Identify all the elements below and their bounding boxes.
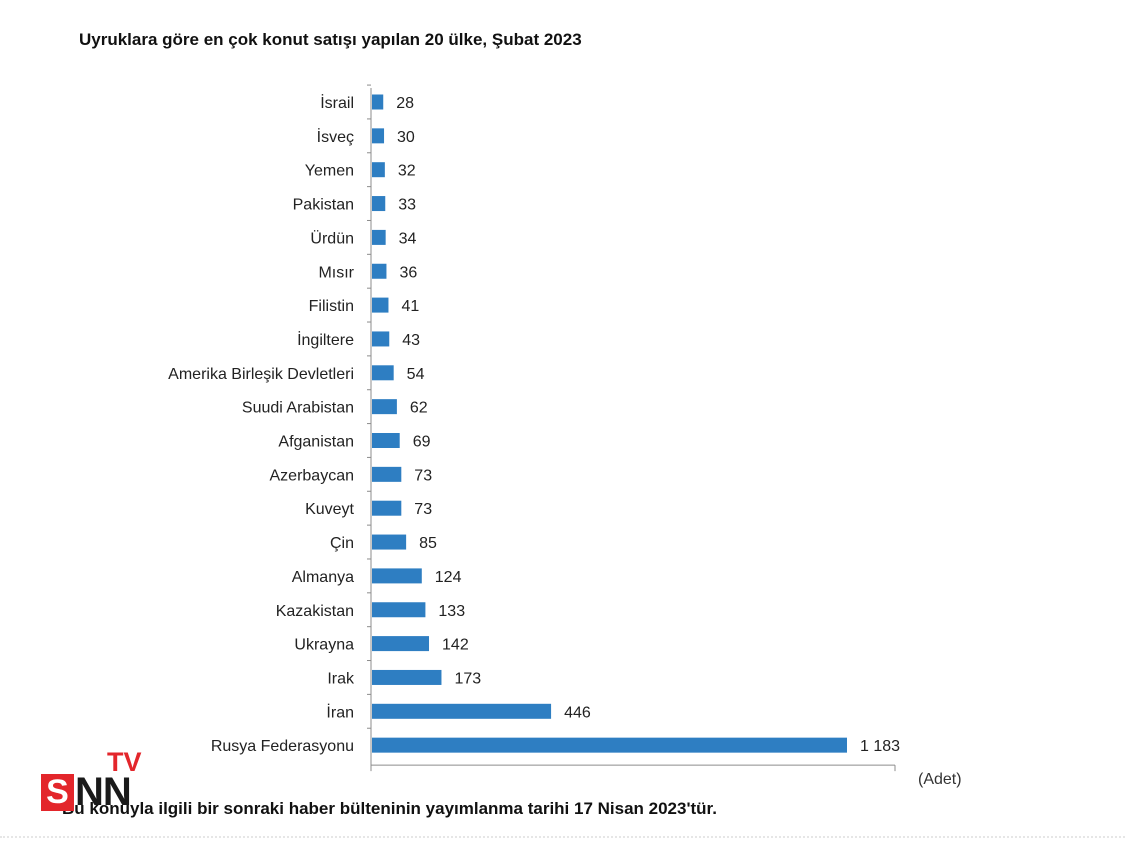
category-label: İngiltere [297,330,354,349]
value-label: 73 [414,467,432,484]
bar [372,737,847,753]
value-label: 142 [442,637,469,654]
category-label: İsrail [320,93,354,112]
category-label: Azerbaycan [270,467,355,484]
category-label: Mısır [318,264,354,281]
category-label: Amerika Birleşik Devletleri [168,366,354,383]
value-label: 85 [419,535,437,552]
category-label: Afganistan [278,434,354,451]
value-label: 34 [399,230,417,247]
category-label: Pakistan [293,197,354,214]
category-label: Ürdün [310,229,354,247]
bar-row: Azerbaycan 73 [270,466,432,484]
category-label: İran [326,702,354,721]
bar [372,94,384,110]
bar-row: Kazakistan 133 [276,602,465,620]
bar-row: Kuveyt 73 [305,500,432,518]
category-label: Rusya Federasyonu [211,738,354,755]
footnote: Bu konuyla ilgili bir sonraki haber bült… [62,799,717,818]
bar-row: Almanya 124 [292,568,462,586]
category-label: Kazakistan [276,603,354,620]
bar [372,263,387,279]
value-label: 133 [438,603,465,620]
bar-row: Rusya Federasyonu 1 183 [211,737,900,755]
value-label: 173 [454,670,481,687]
bar [372,602,426,618]
value-label: 30 [397,129,415,146]
category-label: Yemen [305,163,354,180]
bar [372,669,442,685]
value-label: 73 [414,501,432,518]
bar-row: İngiltere 43 [297,330,420,349]
axis-layer [367,84,896,772]
bar [372,162,385,178]
value-label: 33 [398,197,416,214]
bar [372,500,402,516]
bar-row: Amerika Birleşik Devletleri 54 [168,365,425,383]
bar-row: Irak 173 [327,669,481,687]
bar-row: İsrail 28 [320,93,414,112]
value-label: 54 [407,366,425,383]
bar-row: Ukrayna 142 [294,636,469,654]
category-label: Irak [327,670,355,687]
bar-row: Suudi Arabistan 62 [242,399,428,417]
value-label: 32 [398,163,416,180]
bar [372,331,390,347]
bar-row: Ürdün 34 [310,229,416,247]
bar [372,636,430,652]
value-label: 43 [402,332,420,349]
bar-row: İran 446 [326,702,590,721]
bar [372,229,386,245]
value-label: 69 [413,434,431,451]
value-label: 41 [401,298,419,315]
bar [372,399,397,415]
category-label: Suudi Arabistan [242,400,354,417]
bar [372,297,389,313]
bar-row: Mısır 36 [318,263,417,281]
category-label: Almanya [292,569,354,586]
bar-row: Afganistan 69 [278,433,431,451]
bar [372,365,394,381]
logo-tv: TV [107,747,142,777]
logo-s: S [41,774,74,811]
value-label: 124 [435,569,462,586]
bar [372,433,400,448]
bar [372,703,552,719]
value-label: 28 [396,95,414,112]
bar [372,568,422,584]
bar-row: Çin 85 [330,534,437,552]
value-label: 446 [564,704,591,721]
bar [372,196,386,212]
bar [372,466,402,482]
value-label: 1 183 [860,738,900,755]
logo-nn: NN [75,770,132,814]
bar-row: Yemen 32 [305,162,416,180]
category-label: Çin [330,535,354,552]
category-label: Kuveyt [305,501,354,518]
bar [372,128,385,144]
category-label: Filistin [309,298,354,315]
bottom-divider [0,836,1125,838]
bar-row: İsveç 30 [317,127,415,146]
value-label: 36 [399,264,417,281]
bars-layer: İsrail 28 İsveç 30 Yemen 32 Pakistan 33 Ürdün 34 M… [168,93,900,755]
category-label: İsveç [317,127,354,146]
category-label: Ukrayna [294,637,354,654]
bar-row: Pakistan 33 [293,196,416,214]
bar-row: Filistin 41 [309,297,419,315]
snn-tv-logo: S NN TV [41,747,151,814]
unit-label: (Adet) [918,771,962,788]
value-label: 62 [410,400,428,417]
chart-title: Uyruklara göre en çok konut satışı yapıl… [79,30,582,49]
bar [372,534,407,550]
